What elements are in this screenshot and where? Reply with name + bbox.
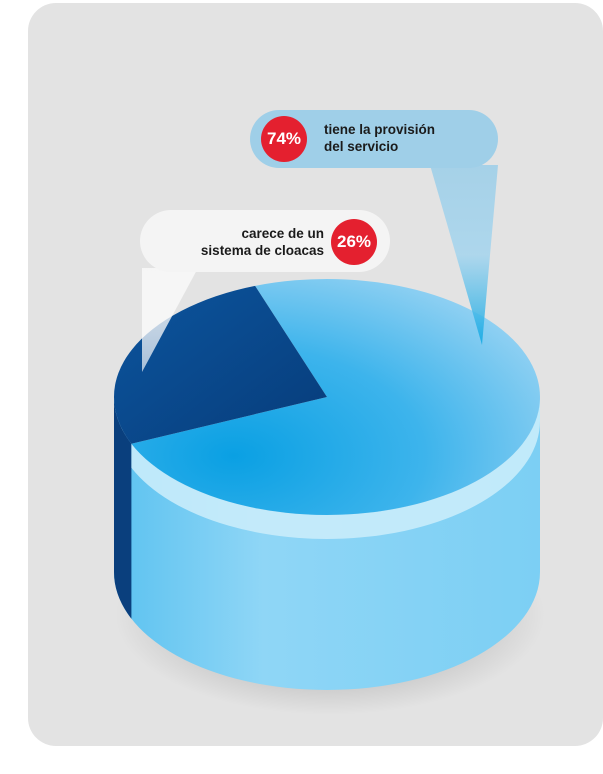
callout-26-box [140,210,390,272]
callout-74-pointer [430,165,498,345]
slice-26 [113,285,328,444]
percent-badge-26: 26% [331,219,377,265]
callout-74-line-2: del servicio [324,139,399,154]
percent-badge-74: 74% [261,116,307,162]
callout-26-text: carece de un sistema de cloacas [160,225,324,259]
callout-74-box [250,110,498,168]
callout-26-line-1: carece de un [241,226,324,241]
callout-26-line-2: sistema de cloacas [200,243,324,258]
slice-side-74 [114,397,540,690]
callout-74-text: tiene la provisión del servicio [324,121,435,155]
pie-body [113,278,540,690]
slice-rim-74 [131,397,540,539]
callout-74-line-1: tiene la provisión [324,122,436,137]
slice-74 [131,278,540,515]
slice-side-26 [114,397,132,619]
callout-74 [250,110,498,345]
callout-26-pointer [142,268,198,372]
callout-26 [140,210,390,372]
